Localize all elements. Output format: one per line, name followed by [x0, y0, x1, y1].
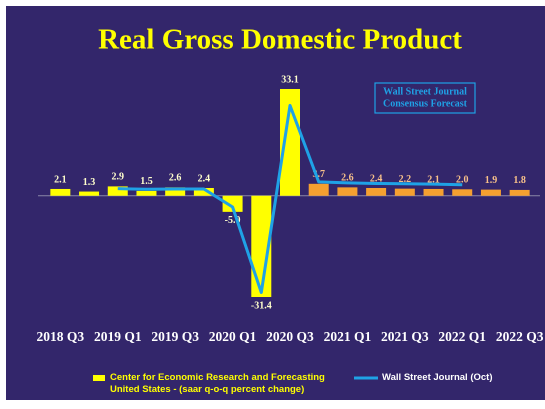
x-tick-label: 2019 Q1	[94, 329, 142, 344]
bar	[50, 188, 71, 196]
bar	[251, 195, 272, 297]
bar	[394, 188, 415, 196]
value-label: 2.9	[112, 172, 125, 183]
legend-label: Center for Economic Research and Forecas…	[110, 372, 325, 395]
bar	[337, 187, 358, 196]
bar	[193, 188, 214, 196]
x-tick-label: 2018 Q3	[37, 329, 85, 344]
x-tick-label: 2020 Q1	[209, 329, 257, 344]
chart-title: Real Gross Domestic Product	[98, 24, 462, 56]
value-label: 2.1	[54, 174, 67, 185]
value-label: 2.4	[370, 173, 383, 184]
value-label: 2.0	[456, 175, 469, 186]
bar	[107, 186, 128, 196]
value-label: 3.7	[312, 169, 325, 180]
value-label: -31.4	[251, 300, 272, 311]
x-tick-label: 2019 Q3	[151, 329, 199, 344]
value-label: 1.5	[140, 176, 153, 187]
bar	[480, 189, 501, 196]
bar	[423, 188, 444, 196]
line	[117, 103, 463, 294]
bar	[136, 190, 157, 196]
x-tick-label: 2022 Q3	[496, 329, 544, 344]
value-label: 2.6	[341, 173, 354, 184]
x-tick-label: 2021 Q1	[324, 329, 372, 344]
x-tick-label: 2020 Q3	[266, 329, 314, 344]
value-label: 1.3	[83, 177, 96, 188]
value-label: 1.8	[513, 175, 526, 186]
value-label: 1.9	[485, 175, 498, 186]
x-tick-label: 2021 Q3	[381, 329, 429, 344]
legend-swatch	[93, 375, 105, 381]
value-label: -5.0	[225, 215, 241, 226]
value-label: 2.4	[198, 173, 211, 184]
annotation-box	[374, 82, 476, 114]
bar	[165, 187, 186, 196]
value-label: 33.1	[281, 74, 299, 85]
bar	[308, 183, 329, 196]
value-label: 2.6	[169, 173, 182, 184]
annotation: Consensus Forecast	[383, 98, 468, 109]
bar	[509, 189, 530, 196]
value-label: 2.2	[399, 174, 412, 185]
x-tick-label: 2022 Q1	[438, 329, 486, 344]
annotation: Wall Street Journal	[383, 86, 467, 97]
bar	[79, 191, 100, 196]
bar	[452, 189, 473, 196]
legend-label: Wall Street Journal (Oct)	[382, 372, 493, 383]
value-label: 2.1	[427, 174, 440, 185]
bar	[222, 195, 243, 212]
bar	[366, 188, 387, 196]
